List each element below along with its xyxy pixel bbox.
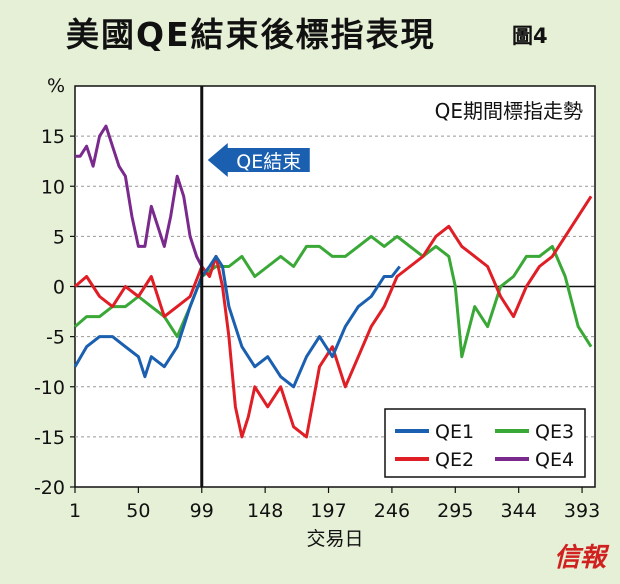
y-tick-label: 10 xyxy=(41,176,65,198)
legend-label-qe1: QE1 xyxy=(435,421,474,443)
legend xyxy=(384,408,586,478)
series-line-qe3 xyxy=(74,234,593,359)
legend-label-qe2: QE2 xyxy=(435,449,474,471)
x-tick-label: 295 xyxy=(437,500,473,522)
chart-title: 美國QE結束後標指表現 xyxy=(66,15,436,54)
x-tick-label: 99 xyxy=(190,500,214,522)
y-tick-label: 15 xyxy=(41,126,65,148)
y-tick-label: -5 xyxy=(46,327,65,349)
series-line-qe1 xyxy=(73,254,401,389)
x-tick-label: 344 xyxy=(501,500,537,522)
legend-label-qe3: QE3 xyxy=(535,421,574,443)
qe-end-arrow xyxy=(207,143,310,177)
x-axis-label: 交易日 xyxy=(306,528,363,550)
series-line-qe2 xyxy=(74,195,593,439)
legend-label-qe4: QE4 xyxy=(535,449,574,471)
x-tick-label: 148 xyxy=(247,500,283,522)
figure-label: 圖4 xyxy=(512,24,548,48)
y-axis-label: % xyxy=(47,75,65,97)
x-tick-label: 1 xyxy=(69,500,81,522)
x-tick-label: 50 xyxy=(126,500,150,522)
series-line-qe4 xyxy=(75,124,204,268)
y-tick-label: 0 xyxy=(53,277,65,299)
watermark: 信報 xyxy=(553,543,606,573)
x-tick-label: 246 xyxy=(374,500,410,522)
x-tick-label: 393 xyxy=(564,500,600,522)
y-tick-label: -15 xyxy=(34,427,65,449)
x-tick-label: 197 xyxy=(310,500,346,522)
y-tick-label: -20 xyxy=(34,477,65,499)
chart-subtitle: QE期間標指走勢 xyxy=(435,99,583,123)
y-tick-label: -10 xyxy=(34,377,65,399)
qe-end-annotation: QE結束 xyxy=(236,151,301,173)
y-tick-label: 5 xyxy=(53,226,65,248)
title-bar: 美國QE結束後標指表現 圖4 xyxy=(0,6,620,54)
